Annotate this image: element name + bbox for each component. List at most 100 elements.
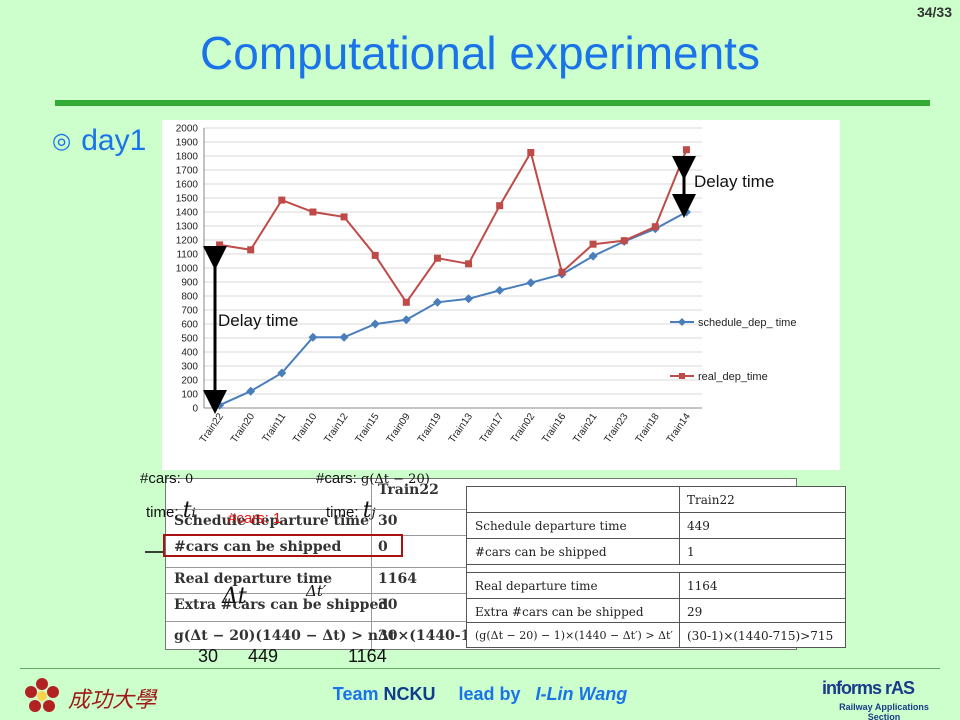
title-divider (55, 100, 930, 106)
x-tick-label: Train21 (571, 411, 599, 445)
legend-marker (678, 318, 686, 326)
data-point (465, 260, 473, 268)
data-point (308, 332, 318, 342)
y-tick-label: 1900 (176, 138, 199, 149)
ras-logo-text: Railway Applications Section (839, 702, 929, 720)
y-tick-label: 1500 (176, 194, 199, 205)
delta-t-label: Δt (222, 584, 247, 609)
x-tick-label: Train02 (509, 411, 537, 445)
nt-row-formula: (g(Δt − 20) − 1)×(1440 − Δt′) > Δt′ (30-… (475, 629, 834, 643)
y-tick-label: 1400 (176, 208, 199, 219)
data-point (277, 368, 287, 378)
x-tick-label: Train09 (385, 411, 413, 445)
data-point (464, 294, 474, 304)
informs-ras-logo: informs rAS Railway Applications Section (822, 672, 946, 720)
data-point (681, 207, 691, 217)
delay-time-label-right: Delay time (694, 172, 775, 191)
y-tick-label: 300 (181, 362, 198, 373)
y-tick-label: 900 (181, 278, 198, 289)
data-point (309, 208, 317, 216)
x-tick-label: Train18 (634, 411, 662, 445)
x-tick-label: Train23 (602, 411, 630, 445)
delay-time-label-left: Delay time (218, 311, 299, 330)
data-point (496, 202, 504, 210)
y-tick-label: 0 (192, 404, 198, 415)
timeline-30: 30 (198, 646, 219, 666)
ncku-logo: 成功大學 (22, 676, 172, 716)
data-point (558, 268, 566, 276)
x-tick-label: Train12 (322, 411, 350, 445)
footer-lead: lead by (458, 684, 521, 704)
cars-right-label: #cars: g(Δt − 20) (316, 470, 430, 487)
y-tick-label: 1800 (176, 152, 199, 163)
informs-logo-text: informs rAS (822, 678, 915, 698)
x-tick-label: Train14 (665, 411, 693, 445)
y-tick-label: 400 (181, 348, 198, 359)
y-tick-label: 500 (181, 334, 198, 345)
nt-row-cars: #cars can be shipped 1 (467, 539, 845, 565)
time-right-label: time: tj (326, 498, 376, 523)
data-point (682, 146, 690, 154)
highlight-box (163, 534, 403, 557)
data-point (216, 241, 224, 249)
x-tick-label: Train10 (291, 411, 319, 445)
data-point (371, 251, 379, 259)
ncku-logo-text: 成功大學 (68, 688, 157, 713)
nt-header: Train22 (687, 493, 735, 507)
legend-label: real_dep_time (698, 371, 768, 383)
x-tick-label: Train17 (478, 411, 506, 445)
data-point (588, 251, 598, 261)
data-point (620, 237, 628, 245)
nt-header-row: Train22 (467, 487, 845, 513)
data-point (340, 213, 348, 221)
data-point (402, 298, 410, 306)
y-tick-label: 1700 (176, 166, 199, 177)
data-point (433, 254, 441, 262)
series-line (219, 211, 687, 407)
chart-svg: 0 100 200 300 400 500 600 700 800 900 1000 1100 1200… (176, 124, 797, 446)
y-tick-label: 1000 (176, 264, 199, 275)
y-tick-label: 100 (181, 390, 198, 401)
bullet-day1: ◎ day1 (52, 124, 146, 158)
delta-t-prime-label: Δt′ (306, 582, 327, 600)
slide-title: Computational experiments (200, 27, 760, 79)
y-tick-label: 1200 (176, 236, 199, 247)
data-point (370, 319, 380, 329)
time-left-label: time: ti (146, 498, 196, 523)
data-point (651, 223, 659, 231)
data-point (526, 278, 536, 288)
x-tick-label: Train16 (540, 411, 568, 445)
timeline-449: 449 (248, 646, 279, 666)
footer-credit: Team NCKU lead by I-Lin Wang (0, 684, 960, 705)
y-tick-label: 200 (181, 376, 198, 387)
nt-row-schedule: Schedule departure time 449 (467, 513, 845, 539)
nt-row-extra: Extra #cars can be shipped 29 (467, 599, 845, 623)
legend-label: schedule_dep_ time (698, 317, 796, 329)
y-tick-label: 1600 (176, 180, 199, 191)
footer-divider (20, 668, 940, 669)
footer-leader: I-Lin Wang (535, 684, 628, 704)
y-tick-label: 1300 (176, 222, 199, 233)
train22-table: Train22 Schedule departure time 449 #car… (466, 486, 846, 648)
x-tick-label: Train20 (229, 411, 257, 445)
y-tick-label: 1100 (176, 250, 198, 261)
x-tick-label: Train11 (260, 411, 288, 445)
data-point (432, 297, 442, 307)
nt-row-real: Real departure time 1164 (467, 573, 845, 599)
cars-left-label: #cars: 0 (140, 470, 194, 487)
y-tick-label: 2000 (176, 124, 199, 135)
y-tick-label: 800 (181, 292, 198, 303)
y-tick-label: 700 (181, 306, 198, 317)
data-point (527, 149, 535, 156)
slide-number: 34/33 (916, 4, 952, 20)
flower-logo-icon (25, 678, 59, 712)
data-point (246, 386, 256, 396)
data-point (278, 196, 286, 204)
bullet-circle-icon: ◎ (52, 128, 72, 153)
x-tick-label: Train15 (353, 411, 381, 445)
timeline-1164: 1164 (348, 646, 387, 666)
data-point (589, 240, 597, 248)
series-line (219, 149, 688, 305)
x-tick-label: Train19 (416, 411, 444, 445)
x-tick-label: Train22 (198, 411, 226, 445)
